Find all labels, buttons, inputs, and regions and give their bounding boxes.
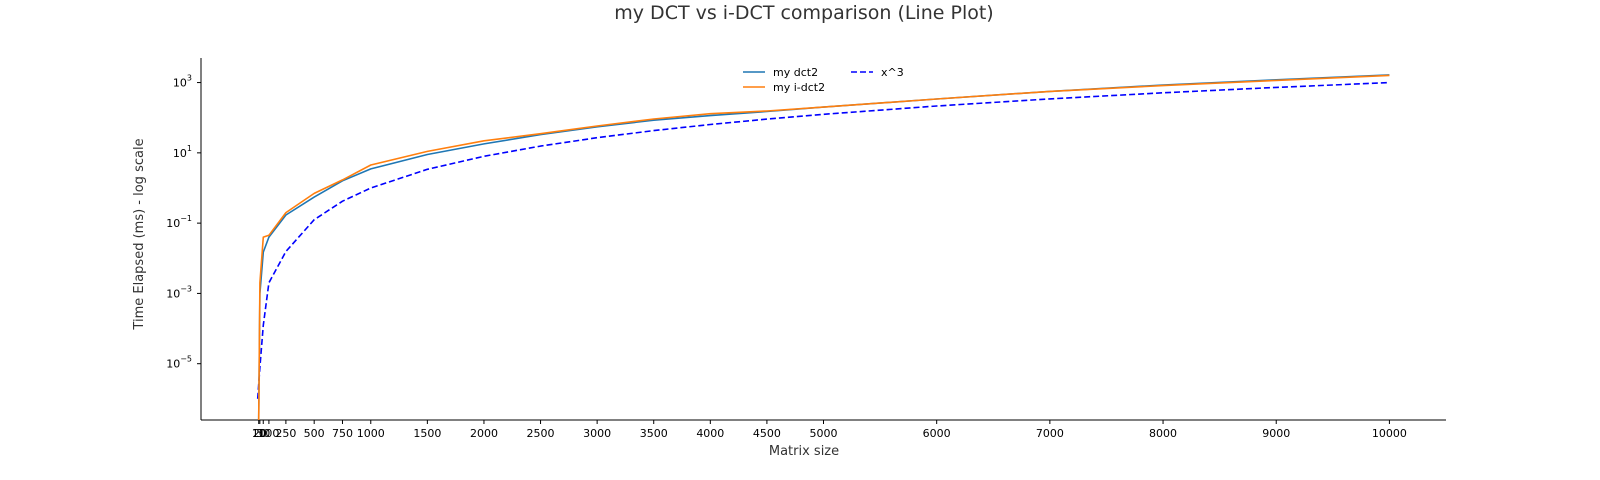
y-tick-exponent: −5	[180, 355, 192, 364]
x-tick-label: 8000	[1149, 427, 1177, 440]
y-tick-label: 10−3	[166, 284, 192, 300]
series-lines	[256, 74, 1390, 421]
y-tick-exponent: 1	[187, 144, 192, 153]
y-tick-label: 103	[173, 74, 192, 90]
legend-label: my i-dct2	[773, 81, 825, 94]
x-axis-label: Matrix size	[769, 444, 839, 459]
x-tick-label: 9000	[1262, 427, 1290, 440]
y-tick-base: 10	[173, 77, 187, 90]
x-tick-label: 750	[332, 427, 353, 440]
x-tick-label: 5000	[810, 427, 838, 440]
x-tick-label: 3000	[583, 427, 611, 440]
x-tick-label: 500	[304, 427, 325, 440]
y-tick-base: 10	[166, 287, 180, 300]
legend-label: x^3	[881, 66, 904, 79]
x-tick-label: 3500	[640, 427, 668, 440]
y-axis-label: Time Elapsed (ms) - log scale	[132, 138, 147, 330]
series-line-my-dct2	[257, 74, 1390, 421]
y-tick-label: 101	[173, 144, 192, 160]
y-tick-exponent: 3	[187, 74, 192, 83]
x-tick-label: 2500	[527, 427, 555, 440]
x-tick-label: 1000	[357, 427, 385, 440]
x-tick-label: 4000	[696, 427, 724, 440]
y-tick-base: 10	[166, 358, 180, 371]
x-tick-label: 20	[253, 427, 267, 440]
x-tick-label: 50	[256, 427, 270, 440]
y-tick-label: 10−1	[166, 214, 192, 230]
legend: my dct2 my i-dct2 x^3	[743, 66, 904, 94]
x-tick-label: 7000	[1036, 427, 1064, 440]
x-tick-label: 4500	[753, 427, 781, 440]
y-tick-label: 10−5	[166, 355, 192, 371]
y-tick-base: 10	[166, 217, 180, 230]
x-tick-label: 6000	[923, 427, 951, 440]
series-line-my-i-dct2	[257, 74, 1390, 421]
y-tick-exponent: −1	[180, 214, 192, 223]
x-tick-label: 2000	[470, 427, 498, 440]
y-tick-base: 10	[173, 147, 187, 160]
x-tick-label: 10	[252, 427, 266, 440]
x-tick-label: 10000	[1372, 427, 1407, 440]
chart-title: my DCT vs i-DCT comparison (Line Plot)	[614, 2, 993, 24]
legend-label: my dct2	[773, 66, 818, 79]
x-tick-label: 100	[258, 427, 279, 440]
x-tick-label: 1500	[413, 427, 441, 440]
x-tick-label: 250	[275, 427, 296, 440]
y-tick-exponent: −3	[180, 284, 192, 293]
series-line-x-3	[256, 81, 1390, 399]
